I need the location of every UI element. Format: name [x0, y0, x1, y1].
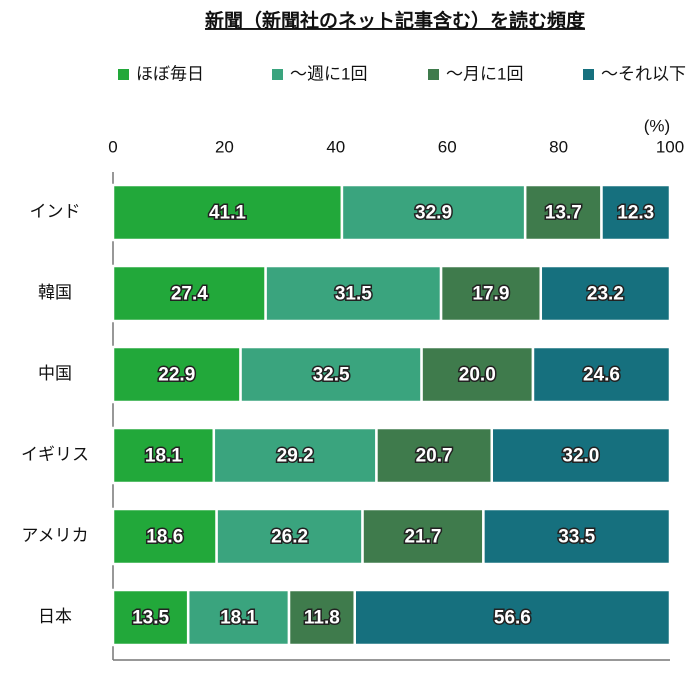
legend-label: 〜週に1回	[290, 64, 367, 83]
data-label: 41.1	[209, 203, 246, 224]
bar-segment	[287, 588, 356, 647]
y-tick-label: 中国	[38, 364, 72, 383]
bar-segment	[375, 426, 494, 485]
x-tick-label: 60	[438, 137, 457, 156]
data-label: 29.2	[277, 446, 314, 467]
data-label: 13.5	[132, 608, 169, 629]
data-label: 24.6	[583, 365, 620, 386]
legend-swatch	[272, 69, 283, 80]
x-tick-label: 80	[549, 137, 568, 156]
y-tick-label: 日本	[38, 607, 72, 626]
data-label: 21.7	[404, 527, 441, 548]
legend-swatch	[118, 69, 129, 80]
data-label: 13.7	[545, 203, 582, 224]
bar-segment	[490, 426, 672, 485]
data-label: 56.6	[494, 608, 531, 629]
bar-segment	[439, 264, 543, 323]
bar-segment	[600, 183, 672, 242]
data-label: 32.5	[313, 365, 350, 386]
x-tick-label: 20	[215, 137, 234, 156]
axis-unit: (%)	[644, 116, 670, 135]
bar-segment	[523, 183, 603, 242]
data-label: 32.9	[415, 203, 452, 224]
data-label: 18.6	[146, 527, 183, 548]
bar-segment	[539, 264, 672, 323]
x-tick-label: 100	[656, 137, 684, 156]
bar-segment	[353, 588, 672, 647]
x-tick-label: 0	[108, 137, 117, 156]
data-label: 20.0	[459, 365, 496, 386]
legend-label: 〜月に1回	[446, 64, 523, 83]
data-label: 23.2	[587, 284, 624, 305]
data-label: 12.3	[617, 203, 654, 224]
data-label: 26.2	[271, 527, 308, 548]
y-tick-label: イギリス	[21, 445, 89, 464]
data-label: 32.0	[562, 446, 599, 467]
bar-segment	[482, 507, 672, 566]
x-tick-label: 40	[326, 137, 345, 156]
y-tick-label: アメリカ	[21, 526, 88, 545]
bar-segment	[264, 264, 443, 323]
data-label: 27.4	[171, 284, 208, 305]
legend-label: ほぼ毎日	[136, 64, 204, 83]
bar-segment	[186, 588, 291, 647]
bar-segment	[239, 345, 423, 404]
data-label: 31.5	[335, 284, 372, 305]
legend-swatch	[583, 69, 594, 80]
bar-segment	[420, 345, 535, 404]
data-label: 22.9	[158, 365, 195, 386]
chart-title: 新聞（新聞社のネット記事含む）を読む頻度	[205, 9, 586, 32]
bar-segment	[212, 426, 378, 485]
data-label: 11.8	[304, 608, 340, 629]
bar-segment	[111, 345, 242, 404]
bar-segment	[531, 345, 672, 404]
data-label: 20.7	[416, 446, 453, 467]
data-label: 18.1	[145, 446, 182, 467]
data-label: 17.9	[472, 284, 509, 305]
legend-swatch	[428, 69, 439, 80]
bar-segment	[111, 507, 218, 566]
legend-label: 〜それ以下	[601, 64, 686, 83]
y-tick-label: インド	[30, 202, 81, 221]
data-label: 18.1	[220, 608, 257, 629]
y-tick-label: 韓国	[38, 283, 72, 302]
data-label: 33.5	[558, 527, 595, 548]
bar-segment	[111, 588, 190, 647]
